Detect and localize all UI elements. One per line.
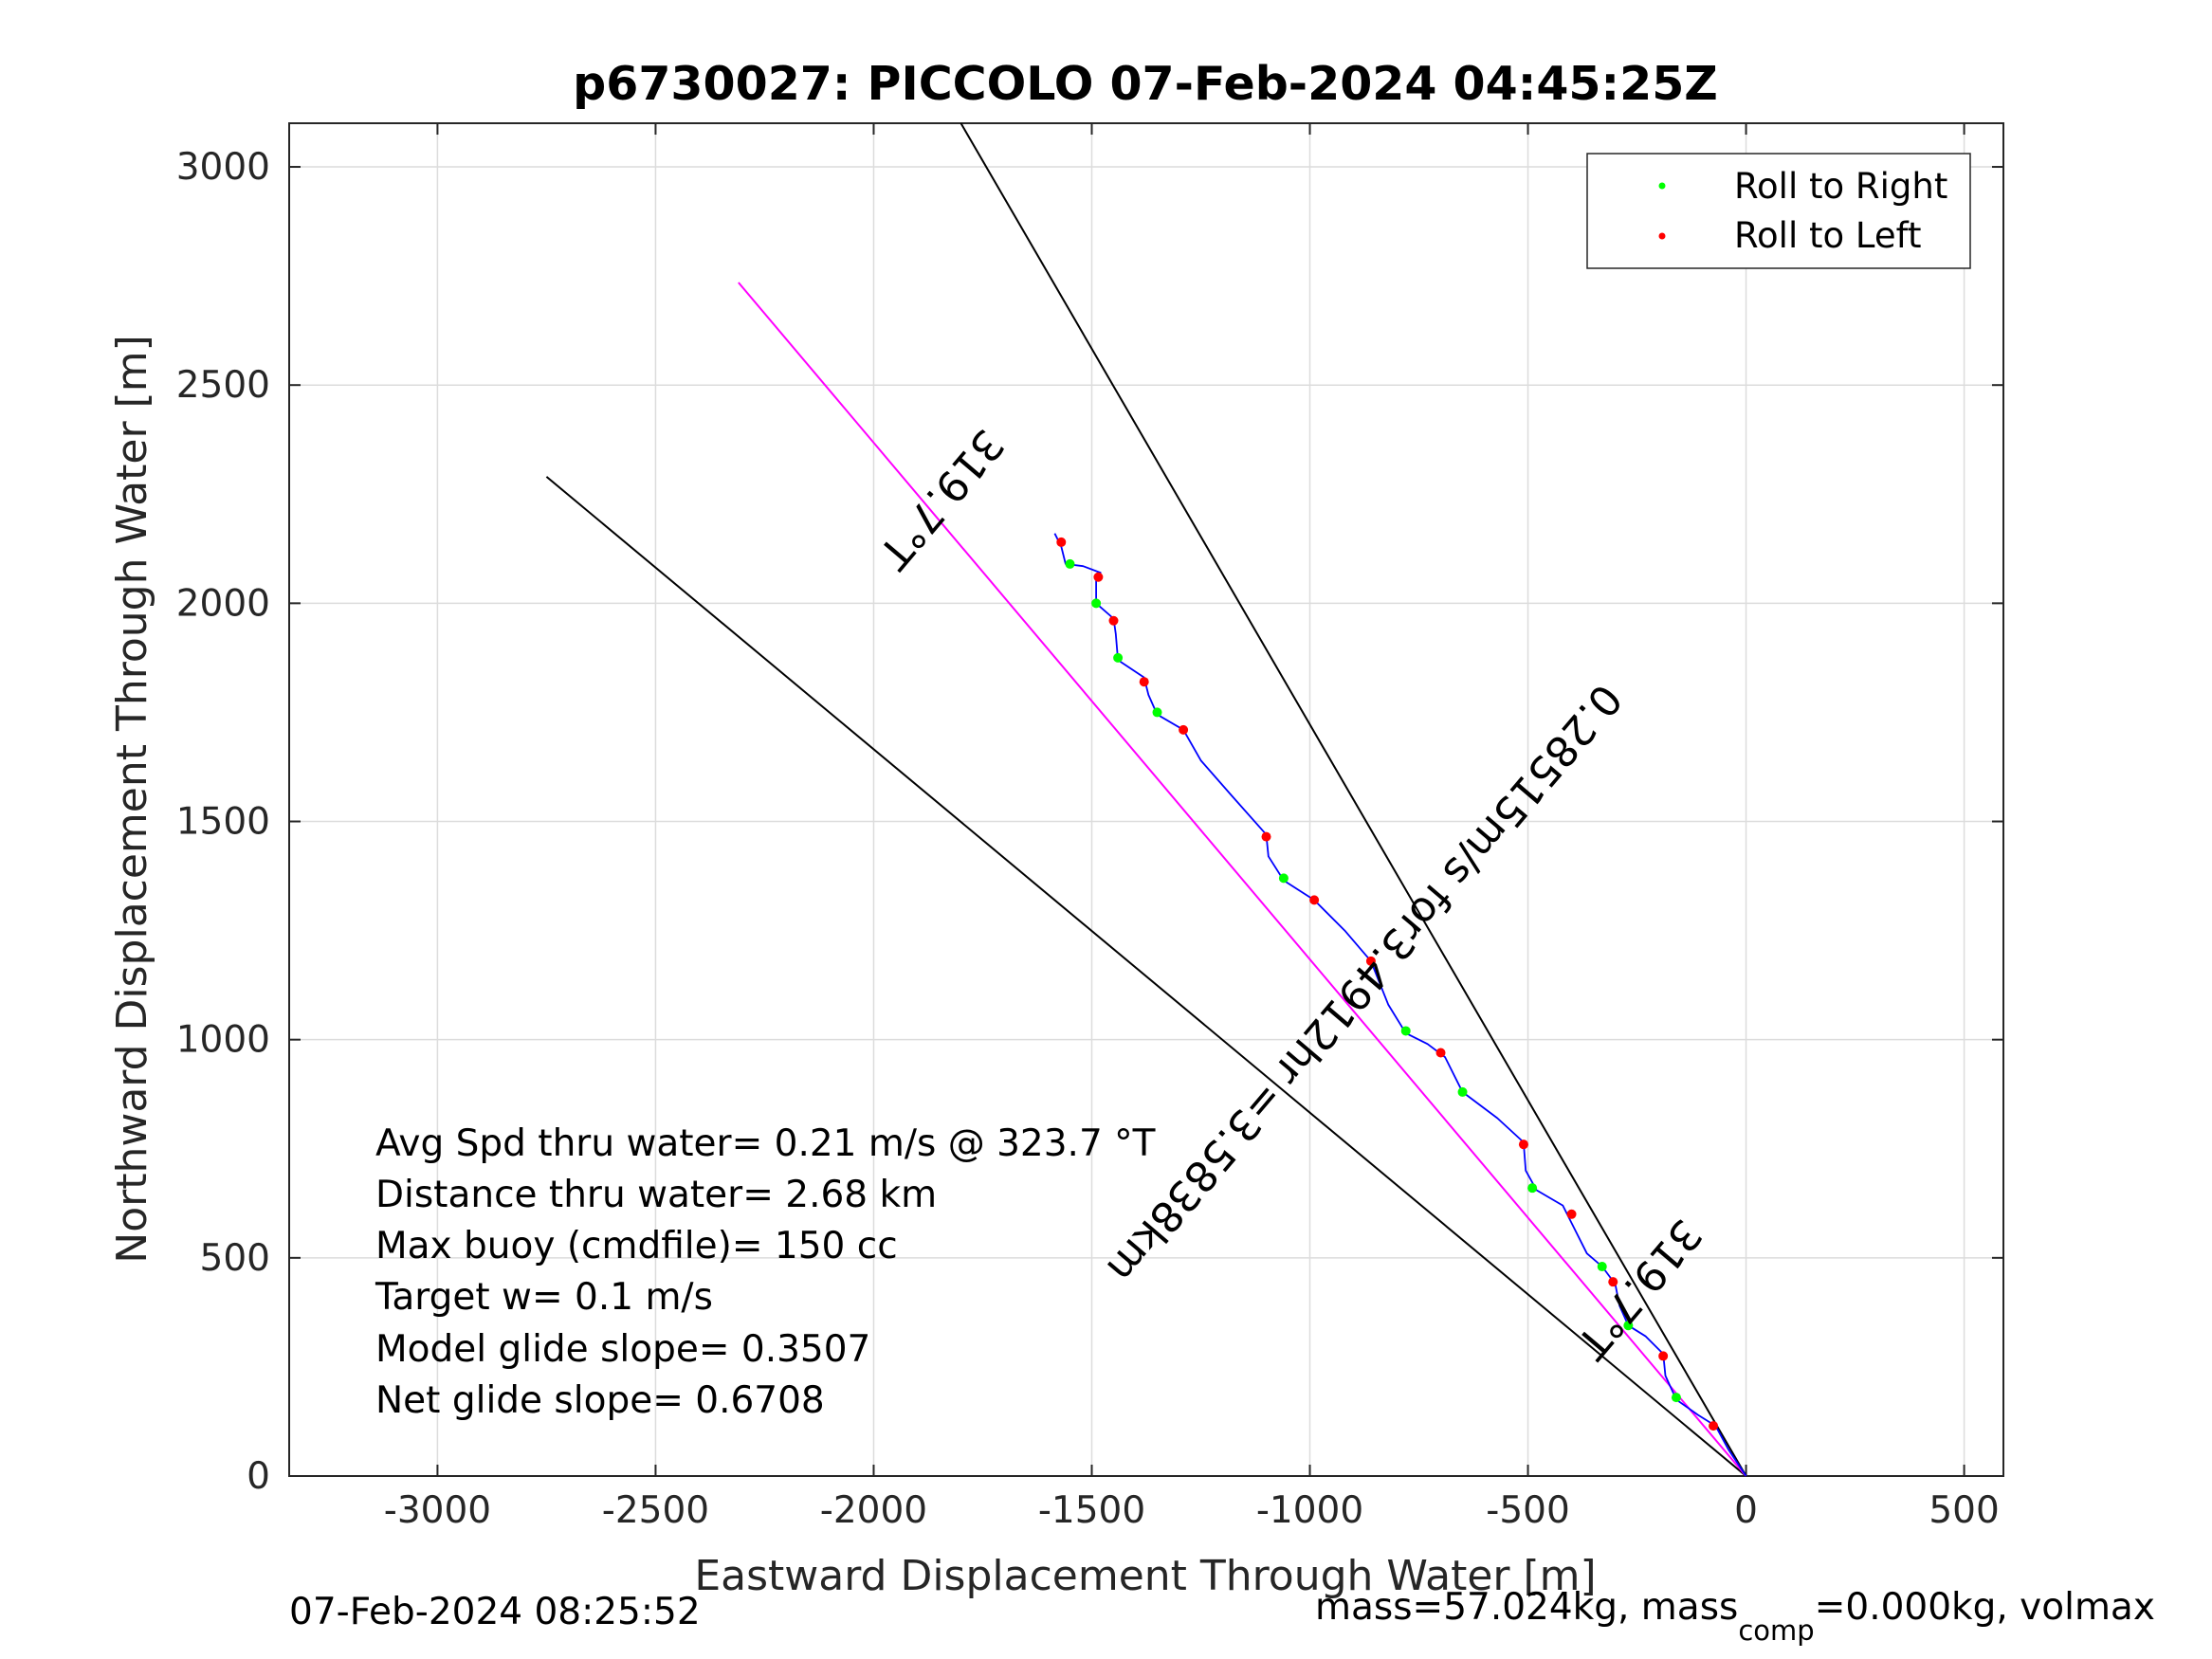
x-tick-labels: -3000 -2500 -2000 -1500 -1000 -500 0 500	[384, 1489, 2000, 1532]
roll-right-point	[1400, 1026, 1411, 1036]
stats-line-net-glide: Net glide slope= 0.6708	[375, 1379, 825, 1422]
roll-right-point	[1527, 1183, 1538, 1194]
roll-left-point	[1608, 1277, 1618, 1287]
glider-track	[1053, 533, 1747, 1477]
roll-left-point	[1309, 895, 1320, 905]
stats-line-distance: Distance thru water= 2.68 km	[375, 1174, 937, 1216]
x-axis-label: Eastward Displacement Through Water [m]	[694, 1552, 1596, 1600]
plot-area-frame	[288, 122, 2004, 1477]
x-tick-label: -2000	[820, 1489, 927, 1532]
legend: Roll to Right Roll to Left	[1586, 153, 1971, 269]
stats-line-avg-speed: Avg Spd thru water= 0.21 m/s @ 323.7 °T	[375, 1122, 1156, 1165]
x-tick-label: -1000	[1256, 1489, 1363, 1532]
x-tick-label: -500	[1486, 1489, 1570, 1532]
roll-left-point	[1056, 537, 1067, 547]
roll-left-point	[1179, 724, 1189, 735]
axis-ticks	[289, 123, 2003, 1477]
heading-line-segment	[738, 282, 1747, 1477]
bound-line	[545, 476, 1747, 1477]
y-axis-label: Northward Displacement Through Water [m]	[108, 335, 156, 1263]
roll-markers	[1056, 537, 1719, 1431]
roll-right-point	[1457, 1086, 1468, 1097]
roll-left-point	[1566, 1209, 1577, 1219]
legend-marker-roll-left	[1658, 232, 1666, 240]
roll-right-point	[1671, 1393, 1681, 1403]
roll-right-point	[1065, 558, 1075, 569]
roll-left-point	[1093, 572, 1104, 582]
heading-line	[738, 282, 1747, 1477]
stats-line-max-buoy: Max buoy (cmdfile)= 150 cc	[375, 1225, 898, 1267]
y-tick-label: 1500	[176, 801, 270, 844]
legend-marker-roll-right	[1658, 182, 1666, 190]
roll-left-point	[1261, 831, 1271, 842]
roll-right-point	[1278, 873, 1289, 884]
x-tick-label: -2500	[602, 1489, 709, 1532]
x-tick-label: 500	[1929, 1489, 1999, 1532]
y-tick-label: 2000	[176, 582, 270, 625]
roll-left-point	[1435, 1048, 1446, 1058]
y-tick-label: 1000	[176, 1019, 270, 1062]
stats-line-target-w: Target w= 0.1 m/s	[375, 1276, 713, 1319]
track-line	[1053, 533, 1747, 1477]
legend-label-roll-left: Roll to Left	[1734, 215, 1922, 256]
roll-left-point	[1139, 677, 1149, 687]
roll-left-point	[1108, 615, 1119, 626]
bound-line	[960, 122, 1747, 1477]
roll-left-point	[1658, 1351, 1669, 1361]
y-tick-label: 3000	[176, 146, 270, 189]
stats-line-model-glide: Model glide slope= 0.3507	[375, 1328, 870, 1371]
roll-left-point	[1709, 1421, 1719, 1431]
roll-right-point	[1623, 1321, 1634, 1331]
roll-left-point	[1518, 1139, 1528, 1150]
roll-right-point	[1152, 707, 1162, 718]
x-tick-label: -3000	[384, 1489, 491, 1532]
y-tick-label: 0	[247, 1455, 270, 1498]
footer-timestamp: 07-Feb-2024 08:25:52	[289, 1591, 701, 1633]
roll-right-point	[1113, 652, 1124, 663]
stats-block: Avg Spd thru water= 0.21 m/s @ 323.7 °T …	[375, 1122, 1156, 1422]
reference-lines	[545, 122, 1747, 1477]
y-tick-label: 500	[200, 1237, 270, 1280]
footer-mass-suffix: =0.000kg, volmax	[1815, 1586, 2155, 1629]
footer-mass-subscript: comp	[1738, 1614, 1814, 1647]
footer-mass-prefix: mass=57.024kg, mass	[1315, 1586, 1738, 1629]
chart-title: p6730027: PICCOLO 07-Feb-2024 04:45:25Z	[573, 57, 1718, 111]
footer-mass-info: mass=57.024kg, masscomp=0.000kg, volmax	[1315, 1586, 2155, 1647]
legend-label-roll-right: Roll to Right	[1734, 166, 1947, 207]
roll-right-point	[1091, 598, 1102, 609]
roll-right-point	[1597, 1262, 1607, 1272]
roll-left-point	[1365, 956, 1376, 966]
y-tick-labels: 0 500 1000 1500 2000 2500 3000	[176, 146, 270, 1498]
x-tick-label: -1500	[1038, 1489, 1145, 1532]
y-tick-label: 2500	[176, 364, 270, 407]
x-tick-label: 0	[1734, 1489, 1758, 1532]
legend-box	[1586, 153, 1971, 269]
